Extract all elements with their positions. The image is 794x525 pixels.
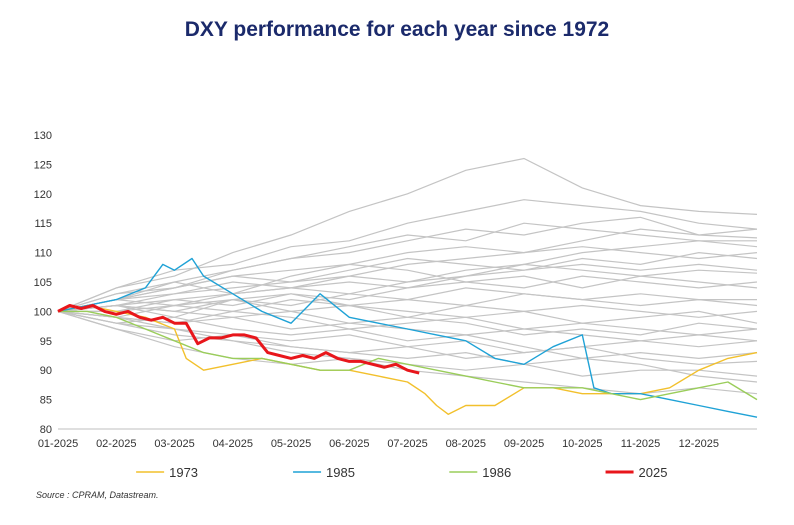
- x-tick-label: 01-2025: [38, 438, 78, 450]
- highlighted-year-lines: [57, 257, 758, 418]
- y-tick-label: 120: [34, 189, 52, 201]
- x-tick-label: 06-2025: [329, 438, 369, 450]
- background-line-1: [57, 157, 758, 312]
- x-tick-label: 09-2025: [504, 438, 544, 450]
- series-line-1985: [57, 257, 758, 418]
- x-tick-label: 08-2025: [446, 438, 486, 450]
- x-tick-label: 12-2025: [679, 438, 719, 450]
- chart-title: DXY performance for each year since 1972: [184, 18, 610, 41]
- legend-item-2025: 2025: [605, 465, 668, 480]
- y-tick-label: 125: [34, 159, 52, 171]
- series-line-2025: [57, 304, 420, 375]
- background-line-17: [57, 298, 758, 336]
- x-tick-label: 11-2025: [621, 438, 661, 450]
- y-tick-label: 85: [40, 395, 52, 407]
- source-note: Source : CPRAM, Datastream.: [36, 490, 159, 500]
- background-line-18: [57, 216, 758, 312]
- legend-item-1986: 1986: [449, 465, 511, 480]
- x-tick-label: 03-2025: [154, 438, 194, 450]
- x-tick-label: 07-2025: [387, 438, 427, 450]
- legend: 1973 1985 1986 2025: [136, 465, 667, 480]
- background-line-11: [57, 310, 758, 365]
- y-tick-label: 90: [40, 365, 52, 377]
- y-tick-label: 80: [40, 424, 52, 436]
- y-tick-label: 105: [34, 277, 52, 289]
- background-line-13: [57, 310, 758, 365]
- legend-item-1985: 1985: [293, 465, 355, 480]
- legend-label: 2025: [639, 465, 668, 480]
- background-line-25: [57, 240, 758, 312]
- series-line-1986: [58, 310, 758, 401]
- legend-item-1973: 1973: [136, 465, 198, 480]
- legend-label: 1986: [482, 465, 511, 480]
- y-axis: 80 85 90 95 100 105 110 115 120 125 130: [34, 130, 52, 436]
- x-axis: 01-2025 02-2025 03-2025 04-2025 05-2025 06-20…: [38, 428, 757, 450]
- x-tick-label: 02-2025: [96, 438, 136, 450]
- x-tick-label: 04-2025: [213, 438, 253, 450]
- y-tick-label: 130: [34, 130, 52, 142]
- background-line-2: [57, 222, 757, 312]
- y-tick-label: 115: [34, 218, 52, 230]
- background-year-lines: [57, 157, 758, 395]
- legend-label: 1985: [326, 465, 355, 480]
- legend-label: 1973: [169, 465, 198, 480]
- background-line-21: [57, 287, 758, 313]
- background-line-20: [57, 310, 758, 383]
- x-tick-label: 05-2025: [271, 438, 311, 450]
- y-tick-label: 100: [34, 306, 52, 318]
- y-tick-label: 95: [40, 336, 52, 348]
- y-tick-label: 110: [34, 248, 52, 260]
- x-tick-label: 10-2025: [562, 438, 602, 450]
